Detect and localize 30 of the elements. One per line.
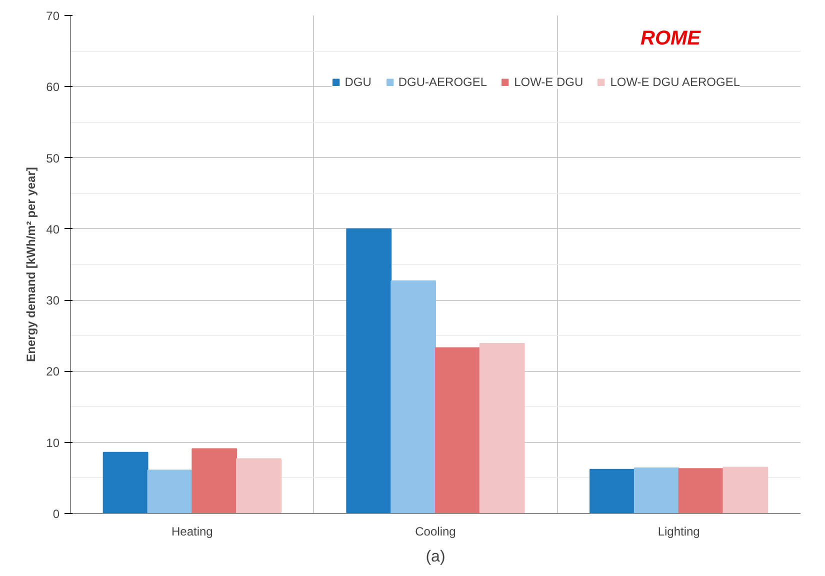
bar [678, 468, 724, 514]
legend-label: DGU [344, 75, 372, 89]
x-tick-label: Cooling [415, 524, 456, 538]
y-axis-title: Energy demand [kWh/m² per year] [24, 167, 38, 362]
bar [192, 448, 238, 514]
legend-label: LOW-E DGU AEROGEL [610, 75, 740, 89]
y-tick-label: 50 [46, 151, 60, 166]
annotation: ROME [640, 28, 702, 50]
bar [390, 280, 436, 514]
bar [147, 470, 193, 514]
x-tick-label: Lighting [658, 524, 700, 538]
y-tick-label: 20 [46, 364, 60, 379]
y-tick-label: 30 [46, 294, 60, 308]
bar [479, 342, 525, 514]
bar [435, 347, 480, 514]
bar [590, 468, 635, 514]
y-tick-label: 70 [46, 9, 60, 23]
text: (a) [426, 548, 446, 566]
bar [102, 452, 148, 514]
bar [634, 467, 680, 514]
legend-label: LOW-E DGU [514, 75, 584, 89]
y-tick-label: 60 [46, 80, 60, 94]
bar [236, 458, 282, 514]
bar [722, 466, 768, 514]
bar [346, 228, 392, 514]
y-tick-label: 10 [46, 436, 60, 450]
y-tick-label: 40 [46, 222, 60, 236]
legend-label: DGU-AEROGEL [398, 75, 488, 89]
x-tick-label: Heating [171, 524, 213, 538]
y-tick-label: 0 [52, 507, 60, 521]
